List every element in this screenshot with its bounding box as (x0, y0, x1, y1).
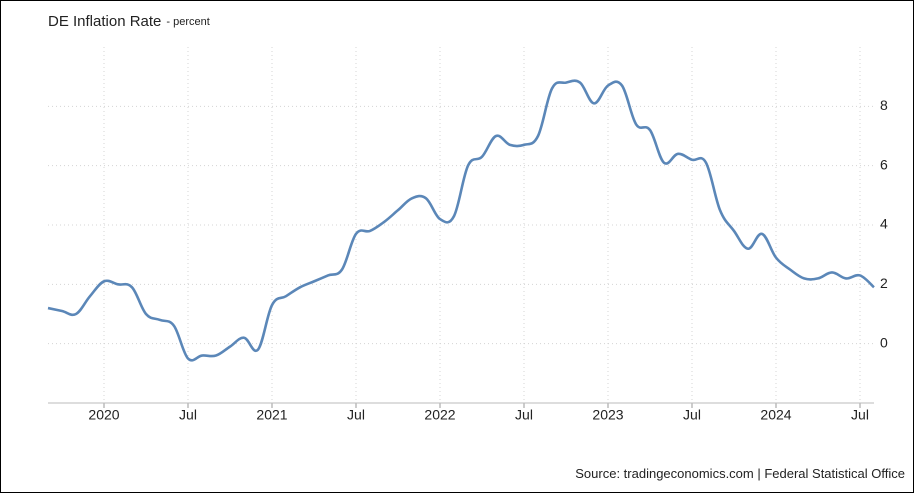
x-tick-label: Jul (179, 407, 197, 423)
x-tick-label: 2023 (592, 407, 623, 423)
x-tick-label: Jul (347, 407, 365, 423)
x-tick-label: Jul (515, 407, 533, 423)
x-tick-label: 2022 (424, 407, 455, 423)
y-tick-label: 8 (880, 97, 888, 113)
y-tick-label: 0 (880, 334, 888, 350)
y-tick-label: 6 (880, 156, 888, 172)
x-tick-label: 2021 (256, 407, 287, 423)
x-tick-label: Jul (683, 407, 701, 423)
chart-title-group: DE Inflation Rate - percent (48, 13, 210, 30)
data-line (47, 79, 875, 362)
y-tick-label: 2 (880, 275, 888, 291)
source: Source: tradingeconomics.com | Federal S… (575, 466, 905, 481)
chart-title: DE Inflation Rate (48, 13, 161, 30)
y-tick-label: 4 (880, 216, 888, 232)
x-tick-label: 2024 (760, 407, 791, 423)
chart-subtitle: - percent (166, 16, 209, 28)
x-tick-label: Jul (851, 407, 869, 423)
x-tick-label: 2020 (88, 407, 119, 423)
